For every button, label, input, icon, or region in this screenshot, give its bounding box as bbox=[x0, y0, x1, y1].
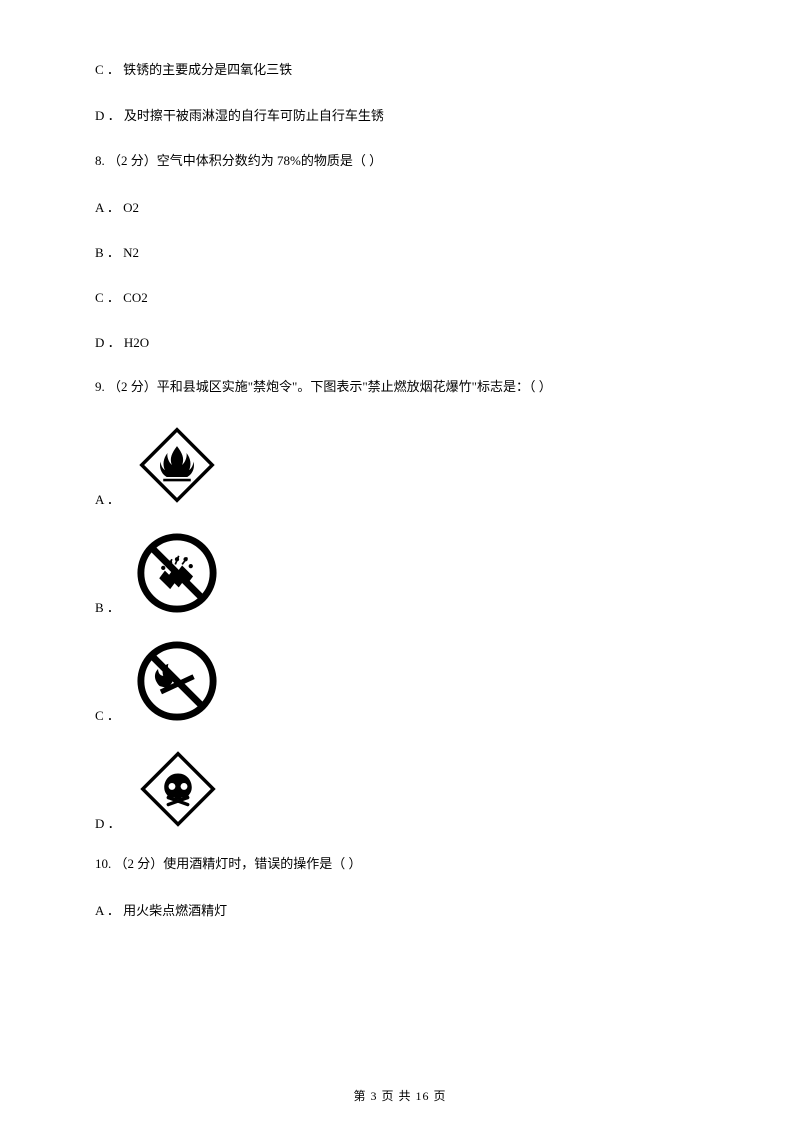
no-fireworks-circle-icon bbox=[134, 530, 220, 616]
q8-option-b: B ． N2 bbox=[95, 242, 705, 261]
no-open-flame-circle-icon bbox=[134, 638, 220, 724]
q9-option-a-label: A ． bbox=[95, 489, 120, 508]
q9-option-b-label: B ． bbox=[95, 597, 120, 616]
q9-option-d-label: D ． bbox=[95, 813, 121, 832]
q9-option-c-row: C ． bbox=[95, 638, 705, 724]
q8-option-d: D ． H2O bbox=[95, 332, 705, 351]
flammable-diamond-icon bbox=[134, 422, 220, 508]
q9-option-d-row: D ． bbox=[95, 746, 705, 832]
page-footer: 第 3 页 共 16 页 bbox=[0, 1087, 800, 1104]
q7-option-d: D ． 及时擦干被雨淋湿的自行车可防止自行车生锈 bbox=[95, 106, 705, 126]
q9-option-a-row: A ． bbox=[95, 422, 705, 508]
q7-option-c: C ． 铁锈的主要成分是四氧化三铁 bbox=[95, 60, 705, 80]
q10-stem: 10. （2 分）使用酒精灯时，错误的操作是（ ） bbox=[95, 854, 705, 874]
q8-option-c: C ． CO2 bbox=[95, 287, 705, 306]
toxic-diamond-icon bbox=[135, 746, 221, 832]
q9-stem: 9. （2 分）平和县城区实施"禁炮令"。下图表示"禁止燃放烟花爆竹"标志是：（… bbox=[95, 377, 705, 397]
q8-stem: 8. （2 分）空气中体积分数约为 78%的物质是（ ） bbox=[95, 151, 705, 171]
q8-option-a: A ． O2 bbox=[95, 197, 705, 216]
q9-option-b-row: B ． bbox=[95, 530, 705, 616]
q9-option-c-label: C ． bbox=[95, 705, 120, 724]
q10-option-a: A ． 用火柴点燃酒精灯 bbox=[95, 900, 705, 919]
